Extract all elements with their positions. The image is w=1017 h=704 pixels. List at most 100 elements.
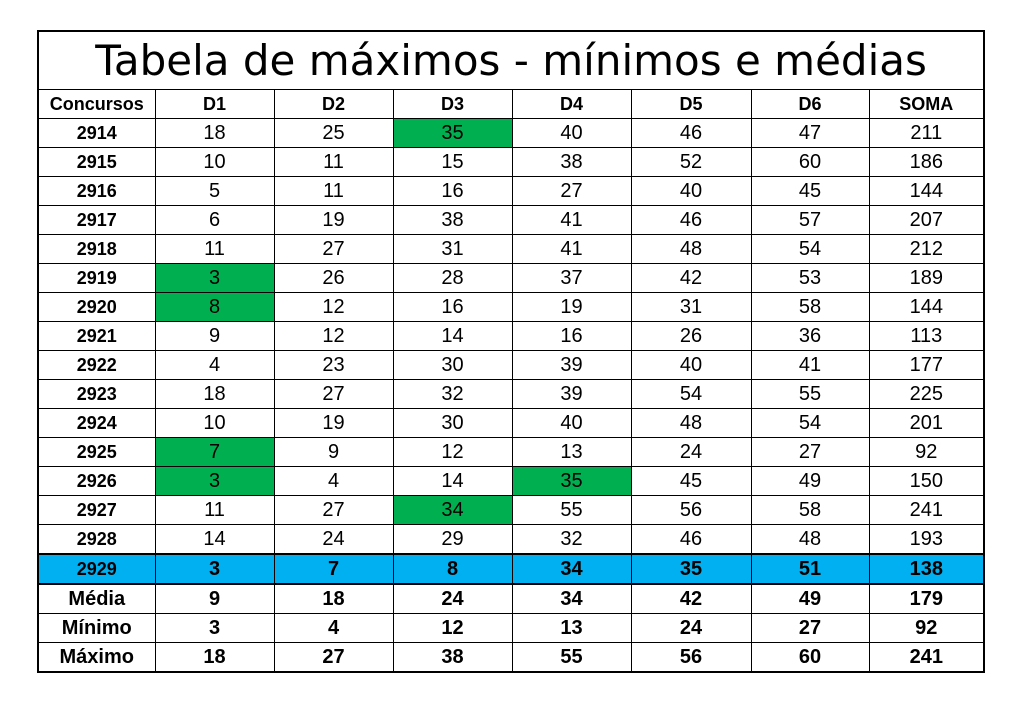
summary-cell: 13 [511,613,632,643]
cell: 5 [154,176,275,206]
table-row: 2923 18 27 32 39 54 55 225 [37,379,985,409]
table-row: 2921 9 12 14 16 26 36 113 [37,321,985,351]
table-row: 2920 8 12 16 19 31 58 144 [37,292,985,322]
summary-cell: 9 [154,583,275,614]
row-label: 2926 [37,466,156,496]
cell: 40 [630,176,752,206]
column-header: D6 [750,89,870,119]
cell: 26 [273,263,394,293]
cell: 36 [750,321,870,351]
cell: 46 [630,524,752,555]
cell: 241 [868,495,985,525]
cell: 27 [511,176,632,206]
cell: 46 [630,118,752,148]
cell: 212 [868,234,985,264]
cell: 92 [868,437,985,467]
cell: 211 [868,118,985,148]
cell: 40 [511,118,632,148]
summary-label: Mínimo [37,613,156,643]
row-label: 2916 [37,176,156,206]
row-label: 2918 [37,234,156,264]
cell: 19 [511,292,632,322]
cell: 28 [392,263,513,293]
cell: 138 [868,553,985,585]
summary-row: Média 9 18 24 34 42 49 179 [37,583,985,614]
cell: 11 [154,234,275,264]
cell: 186 [868,147,985,177]
cell: 41 [511,205,632,235]
table-title: Tabela de máximos - mínimos e médias [37,30,985,90]
cell: 45 [630,466,752,496]
summary-cell: 241 [868,642,985,673]
cell: 9 [273,437,394,467]
cell: 4 [154,350,275,380]
cell: 4 [273,466,394,496]
summary-cell: 49 [750,583,870,614]
row-label: 2917 [37,205,156,235]
cell: 7 [273,553,394,585]
cell: 38 [392,205,513,235]
cell: 39 [511,350,632,380]
row-label: 2923 [37,379,156,409]
cell: 54 [750,408,870,438]
table-row: 2929 3 7 8 34 35 51 138 [37,553,985,585]
cell: 23 [273,350,394,380]
cell: 34 [392,495,513,525]
cell: 27 [273,234,394,264]
cell: 12 [273,292,394,322]
summary-cell: 60 [750,642,870,673]
column-header: D3 [392,89,513,119]
cell: 7 [154,437,275,467]
cell: 26 [630,321,752,351]
cell: 58 [750,495,870,525]
cell: 35 [392,118,513,148]
table-row: 2928 14 24 29 32 46 48 193 [37,524,985,555]
column-header: D4 [511,89,632,119]
cell: 41 [511,234,632,264]
cell: 14 [392,321,513,351]
cell: 45 [750,176,870,206]
cell: 16 [511,321,632,351]
cell: 12 [392,437,513,467]
cell: 41 [750,350,870,380]
cell: 35 [630,553,752,585]
cell: 19 [273,408,394,438]
column-header: D2 [273,89,394,119]
summary-cell: 38 [392,642,513,673]
cell: 42 [630,263,752,293]
cell: 225 [868,379,985,409]
cell: 189 [868,263,985,293]
cell: 3 [154,263,275,293]
summary-cell: 24 [392,583,513,614]
table-row: 2926 3 4 14 35 45 49 150 [37,466,985,496]
cell: 150 [868,466,985,496]
cell: 40 [630,350,752,380]
column-header: SOMA [868,89,985,119]
cell: 8 [154,292,275,322]
cell: 55 [511,495,632,525]
cell: 201 [868,408,985,438]
cell: 27 [273,495,394,525]
summary-cell: 55 [511,642,632,673]
row-label: 2915 [37,147,156,177]
cell: 144 [868,292,985,322]
cell: 48 [750,524,870,555]
cell: 207 [868,205,985,235]
table-row: 2917 6 19 38 41 46 57 207 [37,205,985,235]
cell: 15 [392,147,513,177]
summary-cell: 34 [511,583,632,614]
summary-cell: 56 [630,642,752,673]
cell: 18 [154,379,275,409]
table-row: 2927 11 27 34 55 56 58 241 [37,495,985,525]
cell: 11 [273,176,394,206]
cell: 35 [511,466,632,496]
cell: 60 [750,147,870,177]
row-label: 2914 [37,118,156,148]
summary-cell: 18 [273,583,394,614]
cell: 55 [750,379,870,409]
summary-cell: 18 [154,642,275,673]
summary-cell: 4 [273,613,394,643]
table-row: 2914 18 25 35 40 46 47 211 [37,118,985,148]
cell: 14 [154,524,275,555]
